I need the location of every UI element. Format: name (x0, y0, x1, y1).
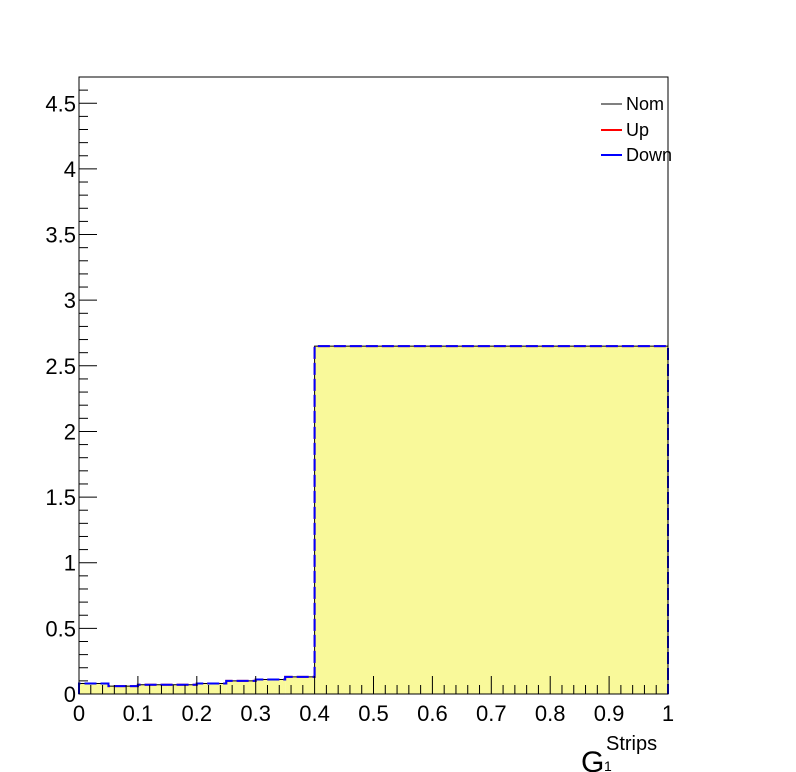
histogram-bar-5 (226, 680, 256, 694)
histogram-bar-8 (314, 346, 668, 694)
y-tick-label: 1.5 (45, 485, 76, 510)
axis-ticks (78, 76, 669, 695)
x-tick-label: 0.3 (240, 701, 271, 726)
x-tick-label: 0.4 (299, 701, 330, 726)
legend-label-down: Down (626, 145, 672, 165)
x-axis-title-main: G (581, 746, 604, 772)
x-tick-label: 1 (662, 701, 674, 726)
legend-label-up: Up (626, 120, 649, 140)
histogram-bar-6 (255, 679, 286, 694)
y-tick-label: 0 (64, 682, 76, 707)
y-tick-label: 3 (64, 288, 76, 313)
y-tick-label: 4.5 (45, 91, 76, 116)
x-tick-label: 0 (73, 701, 85, 726)
y-tick-label: 1 (64, 551, 76, 576)
histogram-bar-2 (137, 684, 168, 694)
x-tick-label: 0.1 (123, 701, 154, 726)
histogram-bar-3 (167, 684, 197, 694)
y-tick-label: 2 (64, 419, 76, 444)
x-tick-label: 0.5 (358, 701, 389, 726)
y-tick-label: 2.5 (45, 354, 76, 379)
x-tick-label: 0.8 (535, 701, 566, 726)
histogram-bar-7 (285, 676, 315, 694)
x-tick-label: 0.7 (476, 701, 507, 726)
histogram-bar-1 (108, 686, 138, 694)
x-axis-title: G Strips 1 (581, 733, 657, 772)
x-tick-label: 0.2 (182, 701, 213, 726)
histogram-bar-4 (196, 683, 227, 694)
x-tick-label: 0.9 (594, 701, 625, 726)
histogram-fill-layer (79, 346, 668, 694)
legend-label-nom: Nom (626, 94, 664, 114)
y-tick-label: 3.5 (45, 223, 76, 248)
histogram-bar-0 (79, 683, 109, 694)
x-axis-title-superscript: Strips (606, 733, 657, 755)
x-axis-title-subscript: 1 (604, 758, 612, 772)
y-tick-label: 0.5 (45, 616, 76, 641)
legend: Nom Up Down (601, 94, 672, 165)
y-tick-label: 4 (64, 157, 76, 182)
axis-tick-labels: 0 0.1 0.2 0.3 0.4 0.5 0.6 0.7 0.8 0.9 1 0 0.5 1 1.5 2 2.… (45, 91, 674, 726)
x-tick-label: 0.6 (417, 701, 448, 726)
